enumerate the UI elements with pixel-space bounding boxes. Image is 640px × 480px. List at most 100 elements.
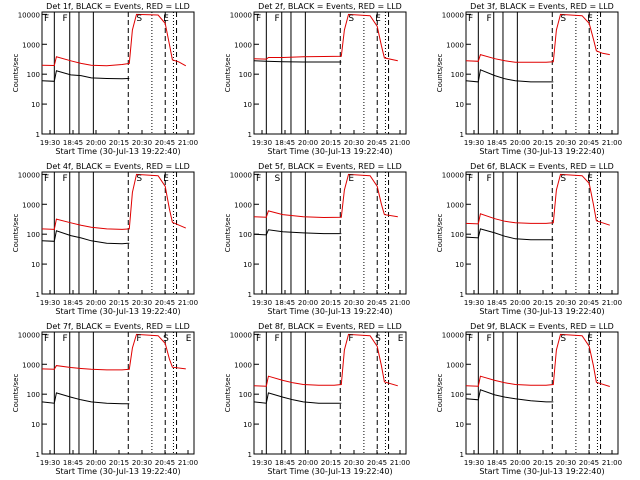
series-line-lld	[465, 333, 610, 387]
y-tick-label: 1000	[234, 41, 252, 49]
y-tick-label: 100	[27, 231, 40, 239]
y-axis-label: Counts/sec	[12, 54, 20, 93]
y-tick-label: 1	[248, 131, 252, 139]
y-axis-label: Counts/sec	[224, 374, 232, 413]
series-line-lld	[465, 173, 610, 226]
y-tick-label: 100	[239, 71, 252, 79]
x-tick-label: 18:45	[63, 459, 83, 467]
y-tick-label: 1	[460, 451, 464, 459]
series-line-lld	[253, 173, 398, 219]
x-tick-label: 21:00	[602, 299, 622, 307]
region-marker: S	[348, 14, 354, 24]
region-marker: F	[468, 334, 473, 344]
x-axis-label: Start Time (30-Jul-13 19:22:40)	[267, 307, 392, 316]
y-axis-label: Counts/sec	[12, 374, 20, 413]
y-tick-label: 10	[243, 101, 252, 109]
x-axis-label: Start Time (30-Jul-13 19:22:40)	[267, 147, 392, 156]
plot-frame	[465, 171, 619, 295]
panel-title: Det 4f, BLACK = Events, RED = LLD	[46, 162, 190, 171]
y-axis-label: Counts/sec	[436, 54, 444, 93]
y-tick-label: 1000	[446, 201, 464, 209]
y-tick-label: 10000	[18, 171, 40, 179]
x-tick-label: 20:00	[86, 299, 106, 307]
x-tick-label: 18:45	[63, 139, 83, 147]
plot-frame	[253, 331, 407, 455]
y-tick-label: 10000	[18, 331, 40, 339]
x-tick-label: 21:00	[178, 459, 198, 467]
series-line-events	[41, 392, 130, 405]
plot-frame	[41, 11, 195, 135]
y-tick-label: 100	[451, 231, 464, 239]
y-tick-label: 1	[36, 131, 40, 139]
y-tick-label: 100	[451, 71, 464, 79]
region-marker: F	[468, 174, 473, 184]
x-tick-label: 20:30	[344, 459, 364, 467]
y-tick-label: 10	[243, 261, 252, 269]
y-axis-label: Counts/sec	[224, 214, 232, 253]
x-tick-label: 19:30	[40, 139, 60, 147]
y-tick-label: 10	[31, 421, 40, 429]
region-marker: E	[163, 174, 169, 184]
x-tick-label: 20:45	[579, 299, 599, 307]
x-tick-label: 20:00	[298, 139, 318, 147]
region-marker: S	[375, 334, 381, 344]
x-axis-label: Start Time (30-Jul-13 19:22:40)	[479, 147, 604, 156]
y-tick-label: 10000	[442, 11, 464, 19]
x-tick-label: 20:00	[86, 459, 106, 467]
region-marker: F	[44, 334, 49, 344]
panel-det-9: 1 10 100 1000 10000 19:30 18:45 20:00 20:15 20:30…	[436, 322, 622, 476]
x-tick-label: 20:15	[109, 139, 129, 147]
panel-title: Det 5f, BLACK = Events, RED = LLD	[258, 162, 402, 171]
x-tick-label: 20:00	[510, 139, 530, 147]
y-tick-label: 10	[455, 421, 464, 429]
region-marker: F	[486, 334, 491, 344]
panel-det-4: 1 10 100 1000 10000 19:30 18:45 20:00 20:15 20:30…	[12, 162, 198, 316]
region-marker: F	[486, 174, 491, 184]
plot-frame	[253, 171, 407, 295]
x-tick-label: 21:00	[390, 299, 410, 307]
series-line-lld	[41, 13, 187, 67]
region-marker: F	[44, 14, 49, 24]
series-line-events	[465, 389, 554, 403]
x-tick-label: 18:45	[275, 139, 295, 147]
x-tick-label: 21:00	[390, 139, 410, 147]
region-marker: E	[375, 14, 381, 24]
series-line-lld	[253, 333, 398, 387]
x-axis-label: Start Time (30-Jul-13 19:22:40)	[479, 467, 604, 476]
x-tick-label: 18:45	[275, 459, 295, 467]
x-tick-label: 21:00	[390, 459, 410, 467]
plot-frame	[41, 171, 195, 295]
panel-title: Det 8f, BLACK = Events, RED = LLD	[258, 322, 402, 331]
y-tick-label: 1000	[446, 41, 464, 49]
x-tick-label: 18:45	[275, 299, 295, 307]
series-line-lld	[41, 173, 186, 230]
region-marker: F	[348, 334, 353, 344]
panel-det-3: 1 10 100 1000 10000 19:30 18:45 20:00 20:15 20:30…	[436, 2, 622, 156]
y-tick-label: 10	[31, 101, 40, 109]
x-tick-label: 20:30	[132, 299, 152, 307]
region-marker: F	[44, 174, 49, 184]
plot-frame	[41, 331, 195, 455]
x-tick-label: 21:00	[178, 299, 198, 307]
x-tick-label: 20:45	[155, 299, 175, 307]
x-tick-label: 20:15	[321, 139, 341, 147]
region-marker: E	[587, 174, 593, 184]
x-tick-label: 19:30	[40, 299, 60, 307]
y-tick-label: 1000	[22, 361, 40, 369]
x-tick-label: 20:30	[344, 139, 364, 147]
x-tick-label: 19:30	[464, 299, 484, 307]
region-marker: S	[163, 334, 169, 344]
y-tick-label: 1000	[234, 201, 252, 209]
x-tick-label: 20:45	[367, 299, 387, 307]
y-axis-label: Counts/sec	[12, 214, 20, 253]
plot-frame	[465, 11, 619, 135]
y-tick-label: 10000	[230, 331, 252, 339]
region-marker: E	[348, 174, 354, 184]
region-marker: F	[136, 334, 141, 344]
x-tick-label: 18:45	[487, 299, 507, 307]
region-marker: F	[62, 334, 67, 344]
panel-title: Det 9f, BLACK = Events, RED = LLD	[470, 322, 614, 331]
x-tick-label: 20:30	[556, 299, 576, 307]
series-line-events	[465, 228, 554, 241]
y-tick-label: 10	[455, 101, 464, 109]
